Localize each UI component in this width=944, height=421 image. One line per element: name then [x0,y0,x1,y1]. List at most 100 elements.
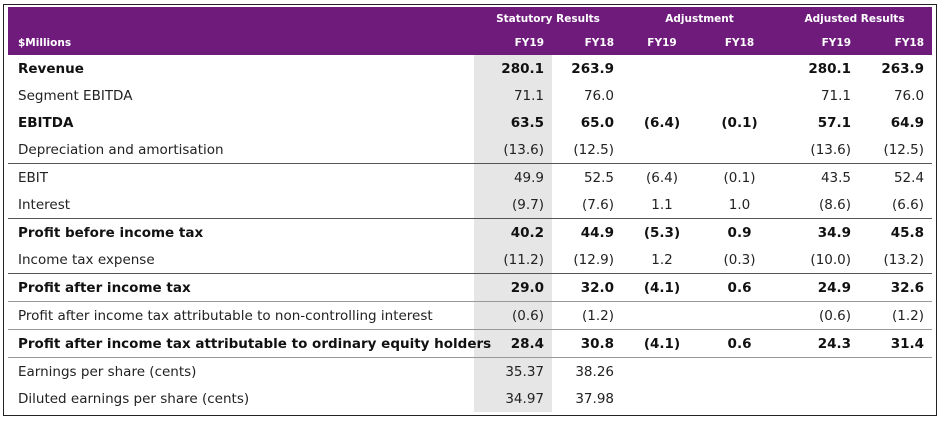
header-group-row: Statutory Results Adjustment Adjusted Re… [8,7,933,31]
value-cell: 35.37 [474,357,552,385]
year-header: FY18 [584,37,614,49]
value-cell: 52.4 [859,163,933,191]
value-cell: 0.9 [702,218,778,246]
row-label: EBITDA [18,114,74,131]
row-label: Profit after income tax attributable to … [8,301,474,330]
value-cell: (0.3) [723,251,756,268]
year-header: FY18 [894,37,925,49]
value-cell: (1.2) [552,301,622,330]
row-label: Depreciation and amortisation [18,141,224,158]
value-cell: 31.4 [859,329,933,358]
row-label: Revenue [18,60,84,77]
value-cell: 1.1 [651,196,673,213]
value-cell [622,136,702,164]
value-cell: 34.97 [474,385,552,412]
table-row: Profit before income tax 40.2 44.9 (5.3) 0.9… [8,218,933,246]
value-cell: (0.6) [474,301,552,330]
value-cell: 64.9 [890,114,925,131]
value-cell: 0.6 [702,329,778,358]
table-row: EBIT 49.9 52.5 (6.4) (0.1) 43.5 52.4 [8,163,933,191]
table-row: Income tax expense (11.2) (12.9) 1.2 (0.3) (1… [8,246,932,274]
value-cell: 280.1 [474,55,552,82]
value-cell [622,385,702,412]
value-cell: (6.6) [892,196,925,213]
table-row: Earnings per share (cents) 35.37 38.26 [8,357,933,385]
row-label: EBIT [8,163,474,191]
value-cell: 57.1 [817,114,852,131]
value-cell [702,55,777,82]
value-cell [622,357,702,385]
value-cell [702,301,778,330]
year-header: FY18 [724,37,755,49]
value-cell: 44.9 [552,218,622,246]
value-cell: 24.9 [777,273,860,302]
value-cell: 76.0 [583,87,614,104]
value-cell: 28.4 [474,329,552,358]
value-cell: (5.3) [622,218,702,246]
table-row: Depreciation and amortisation (13.6) (12.5… [8,136,932,164]
value-cell: (9.7) [474,191,552,219]
value-cell: (13.2) [883,251,925,268]
row-label: Profit before income tax [8,218,474,246]
table-body: Revenue 280.1 263.9 280.1 263.9 Segment EBITD… [8,55,933,412]
row-label: Earnings per share (cents) [8,357,474,385]
group-adjusted: Adjusted Results [804,13,905,25]
row-label: Profit after income tax attributable to … [8,329,491,358]
value-cell [777,385,859,412]
value-cell [622,82,702,109]
table-row: Profit after income tax attributable to … [8,301,933,330]
value-cell: (0.1) [702,163,778,191]
value-cell: (11.2) [474,246,552,274]
table-row: Profit after income tax 29.0 32.0 (4.1) 0.6 2… [8,273,933,302]
value-cell: 71.1 [820,87,852,104]
header-year-row: $Millions FY19 FY18 FY19 FY18 FY19 FY18 [8,31,933,55]
results-table: Statutory Results Adjustment Adjusted Re… [8,7,933,412]
value-cell [702,385,777,412]
table-row: Segment EBITDA 71.1 76.0 71.1 76.0 [8,82,932,109]
value-cell: (12.5) [573,141,614,158]
row-label: Profit after income tax [8,273,474,302]
value-cell: (4.1) [622,329,702,358]
row-label: Diluted earnings per share (cents) [18,390,250,407]
value-cell: 24.3 [777,329,860,358]
table-row: EBITDA 63.5 65.0 (6.4) (0.1) 57.1 64.9 [8,109,932,136]
value-cell: 263.9 [571,60,614,77]
unit-label: $Millions [18,37,72,49]
value-cell: 32.0 [552,273,622,302]
group-statutory: Statutory Results [496,13,600,25]
table-row: Profit after income tax attributable to … [8,329,933,358]
value-cell: 49.9 [474,163,552,191]
value-cell [622,55,702,82]
value-cell: (0.1) [721,114,758,131]
row-label: Interest [18,196,71,213]
value-cell: 1.0 [728,196,751,213]
value-cell: 38.26 [552,357,622,385]
year-header: FY19 [647,37,677,49]
value-cell: (4.1) [622,273,702,302]
value-cell: 280.1 [808,60,852,77]
value-cell: (13.6) [474,136,552,164]
value-cell: (12.5) [883,141,925,158]
row-label: Income tax expense [18,251,155,268]
value-cell: 40.2 [474,218,552,246]
value-cell [702,136,777,164]
value-cell: 76.0 [893,87,925,104]
value-cell: (10.0) [810,251,852,268]
header-spacer [8,7,474,31]
value-cell: (6.4) [622,163,702,191]
value-cell: 263.9 [881,60,925,77]
group-adjustment: Adjustment [665,13,734,25]
value-cell: 71.1 [474,82,552,109]
value-cell [702,82,777,109]
value-cell: 30.8 [552,329,622,358]
value-cell [622,301,702,330]
year-header: FY19 [821,37,852,49]
value-cell: (6.4) [643,114,681,131]
table-row: Revenue 280.1 263.9 280.1 263.9 [8,55,932,82]
value-cell: 63.5 [474,109,552,136]
value-cell: 1.2 [651,251,673,268]
value-cell: 37.98 [575,390,614,407]
value-cell: 34.9 [777,218,860,246]
value-cell: 0.6 [702,273,778,302]
value-cell: 29.0 [474,273,552,302]
